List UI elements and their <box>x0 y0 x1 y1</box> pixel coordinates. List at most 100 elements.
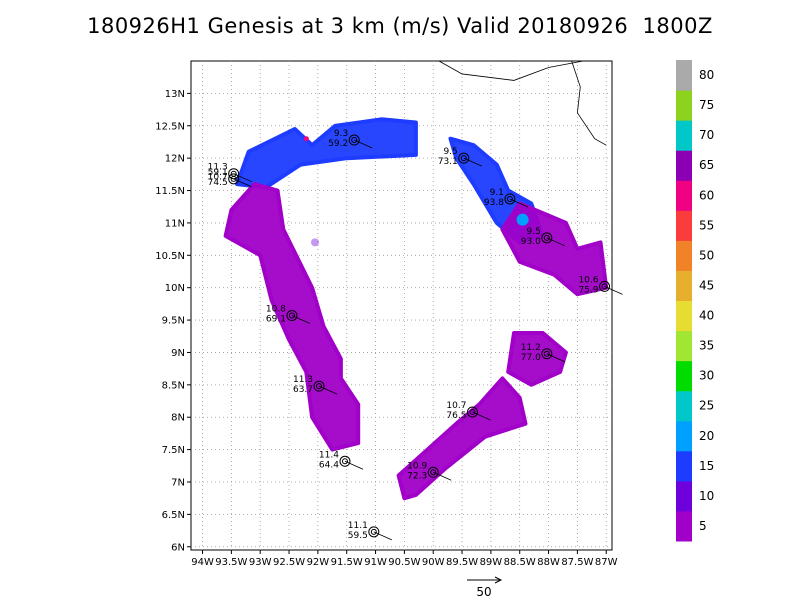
x-tick-label: 87W <box>595 557 618 568</box>
genesis-point-marker <box>230 175 237 182</box>
genesis-point-track <box>546 237 565 247</box>
y-tick-label: 8N <box>171 413 185 424</box>
vector-reference-key: 50 <box>467 576 503 599</box>
genesis-point-label: 77.0 <box>521 353 541 363</box>
genesis-point-marker <box>466 406 478 418</box>
x-tick-label: 92.5W <box>273 557 305 568</box>
y-tick-label: 9N <box>171 348 185 359</box>
colorbar-swatch <box>676 390 692 422</box>
colorbar-label: 80 <box>699 68 714 82</box>
genesis-point-label: 73.1 <box>438 157 458 167</box>
genesis-point-label: 64.4 <box>319 460 339 470</box>
y-tick-label: 7.5N <box>162 445 185 456</box>
genesis-point-marker <box>543 234 550 241</box>
genesis-point-track <box>463 157 482 167</box>
genesis-point-track <box>291 315 311 324</box>
genesis-point-marker <box>601 283 608 290</box>
genesis-point-marker <box>288 312 295 319</box>
chart-title: 180926H1 Genesis at 3 km (m/s) Valid 201… <box>87 14 713 38</box>
y-tick-label: 8.5N <box>162 380 185 391</box>
colorbar-label: 25 <box>699 399 714 413</box>
x-tick-label: 87.5W <box>561 557 593 568</box>
x-tick-label: 89W <box>480 557 503 568</box>
colorbar-swatch <box>676 90 692 121</box>
genesis-point-label: 10.7 <box>208 173 228 183</box>
genesis-point-marker <box>228 173 240 185</box>
x-tick-label: 91.5W <box>331 557 363 568</box>
genesis-point-track <box>546 353 565 363</box>
y-tick-label: 11.5N <box>155 186 185 197</box>
x-tick-label: 93W <box>249 557 272 568</box>
genesis-point-marker <box>506 195 513 202</box>
genesis-point-track <box>318 385 338 395</box>
genesis-point-label: 59.5 <box>348 531 368 541</box>
wind-speed-region <box>310 238 319 247</box>
y-tick-label: 10.5N <box>155 251 185 262</box>
x-tick-label: 93.5W <box>215 557 247 568</box>
genesis-point-label: 9.3 <box>334 129 348 139</box>
x-tick-label: 92W <box>307 557 330 568</box>
y-tick-label: 7N <box>171 477 185 488</box>
genesis-point-marker <box>286 310 298 322</box>
vector-reference-label: 50 <box>476 585 491 599</box>
genesis-point-marker <box>430 469 437 476</box>
genesis-point-label: 63.7 <box>293 385 313 395</box>
genesis-point-marker <box>458 152 470 164</box>
genesis-point-label: 59.2 <box>328 139 348 149</box>
genesis-point-label: 10.9 <box>407 461 427 471</box>
colorbar-label: 20 <box>699 429 714 443</box>
wind-speed-region <box>223 182 361 452</box>
y-tick-label: 13N <box>165 89 185 100</box>
colorbar-label: 30 <box>699 369 714 383</box>
colorbar-label: 10 <box>699 489 714 503</box>
colorbar-swatch <box>676 240 692 271</box>
x-tick-label: 88.5W <box>504 557 536 568</box>
genesis-point-marker <box>370 528 377 535</box>
colorbar-label: 45 <box>699 278 714 292</box>
genesis-point-label: 69.1 <box>266 315 286 325</box>
colorbar-label: 40 <box>699 309 714 323</box>
genesis-point-track <box>472 411 491 421</box>
genesis-point-marker <box>313 380 325 392</box>
colorbar-swatch <box>676 150 692 181</box>
colorbar-label: 55 <box>699 218 714 232</box>
coastline <box>571 60 607 146</box>
genesis-point-track <box>233 178 252 188</box>
genesis-point-marker <box>599 280 611 292</box>
genesis-point-marker <box>541 348 553 360</box>
wind-speed-region <box>506 331 568 387</box>
y-tick-label: 12.5N <box>155 121 185 132</box>
colorbar-label: 5 <box>699 519 707 533</box>
y-tick-label: 6.5N <box>162 510 185 521</box>
x-tick-label: 89.5W <box>446 557 478 568</box>
wind-speed-region <box>500 201 609 297</box>
x-tick-label: 90W <box>422 557 445 568</box>
colorbar-label: 65 <box>699 158 714 172</box>
genesis-point-label: 75.9 <box>578 285 598 295</box>
wind-speed-region <box>303 136 309 142</box>
genesis-point-marker <box>351 137 358 144</box>
colorbar-swatch <box>676 210 692 241</box>
genesis-point-marker <box>228 168 240 180</box>
genesis-point-label: 93.8 <box>484 198 504 208</box>
wind-speed-region <box>235 117 418 190</box>
genesis-point-track <box>509 198 529 208</box>
colorbar-swatch <box>676 120 692 151</box>
y-tick-label: 6N <box>171 542 185 553</box>
colorbar-swatch <box>676 510 692 542</box>
colorbar-label: 35 <box>699 339 714 353</box>
coastline <box>438 60 584 81</box>
genesis-point-marker <box>348 134 360 146</box>
genesis-point-track <box>373 531 392 541</box>
genesis-point-marker <box>316 383 323 390</box>
colorbar-swatch <box>676 420 692 452</box>
colorbar-swatch <box>676 270 692 301</box>
genesis-point-marker <box>541 232 553 244</box>
x-tick-label: 91W <box>364 557 387 568</box>
colorbar-swatch <box>676 450 692 482</box>
genesis-point-label: 11.4 <box>319 450 339 460</box>
vector-reference-arrowhead <box>494 576 503 584</box>
x-tick-label: 94W <box>191 557 214 568</box>
x-tick-label: 90.5W <box>388 557 420 568</box>
plot-area: 94W 93.5W 93W 92.5W 92W 91.5W 91W 90.5W 90W 89.5W… <box>155 60 623 568</box>
